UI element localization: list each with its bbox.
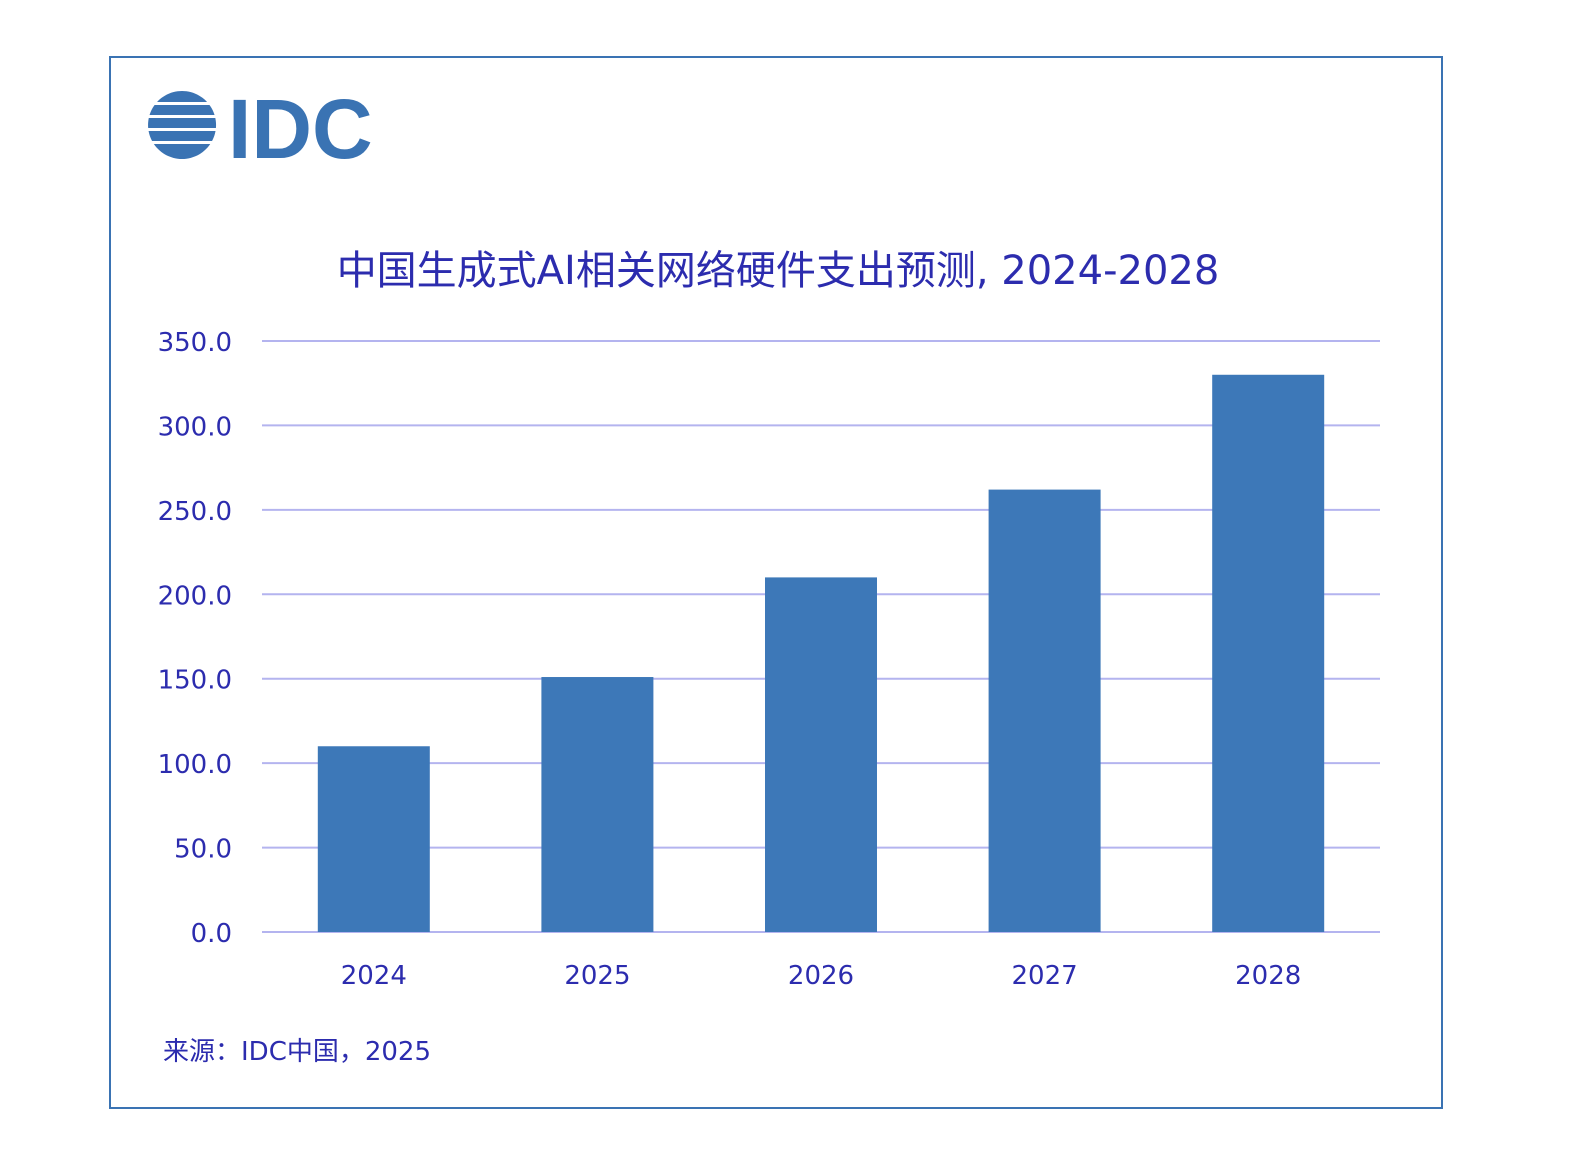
bar — [317, 746, 430, 932]
chart-title: 中国生成式AI相关网络硬件支出预测, 2024-2028 — [337, 248, 1220, 294]
y-tick-label: 350.0 — [158, 328, 232, 358]
x-tick-label: 2024 — [341, 961, 407, 991]
source-note: 来源：IDC中国，2025 — [163, 1037, 431, 1067]
x-tick-label: 2028 — [1235, 961, 1301, 991]
x-tick-label: 2026 — [788, 961, 854, 991]
bar — [541, 677, 654, 932]
logo-text: IDC — [228, 82, 373, 176]
bar — [765, 577, 877, 932]
y-tick-label: 50.0 — [174, 835, 232, 865]
chart-frame — [109, 56, 1443, 1109]
bar — [1212, 374, 1325, 932]
y-tick-label: 300.0 — [158, 412, 232, 442]
y-tick-label: 0.0 — [191, 919, 232, 949]
y-tick-label: 250.0 — [158, 497, 232, 527]
x-tick-label: 2025 — [564, 961, 630, 991]
x-tick-label: 2027 — [1012, 961, 1078, 991]
y-tick-label: 200.0 — [158, 581, 232, 611]
y-tick-label: 100.0 — [158, 750, 232, 780]
y-tick-label: 150.0 — [158, 666, 232, 696]
bar — [988, 489, 1101, 932]
idc-logo: IDC — [140, 82, 373, 176]
